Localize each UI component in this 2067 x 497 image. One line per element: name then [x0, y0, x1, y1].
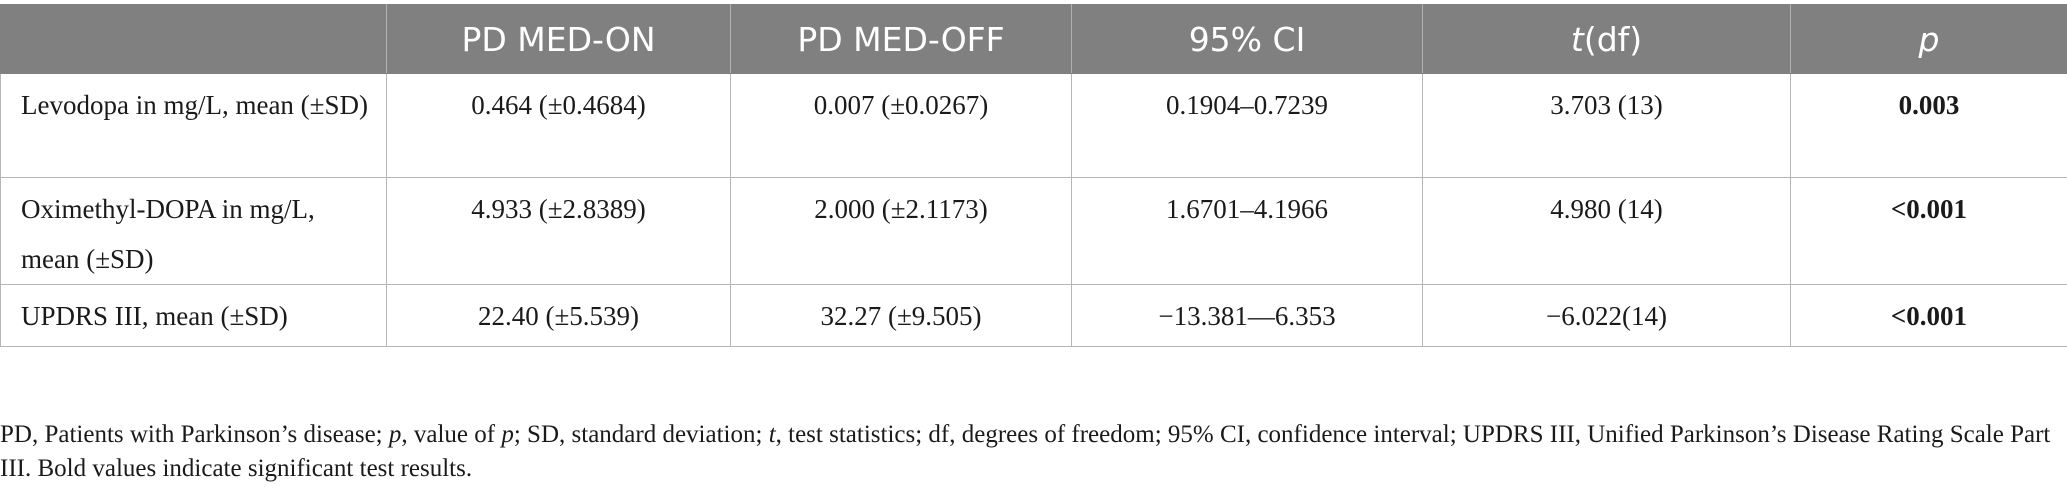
cell-med-on: 22.40 (±5.539)	[386, 284, 731, 347]
header-pd-med-off: PD MED-OFF	[730, 4, 1072, 74]
cell-ci: 0.1904–0.7239	[1071, 73, 1423, 178]
footnote-part-4: , test statistics; df, degrees of freedo…	[0, 421, 2051, 482]
table-row: UPDRS III, mean (±SD) 22.40 (±5.539) 32.…	[0, 284, 2067, 347]
cell-p-value: <0.001	[1790, 177, 2067, 285]
header-p-symbol: p	[1918, 19, 1940, 59]
header-t-df: t(df)	[1422, 4, 1791, 74]
row-label: Oximethyl-DOPA in mg/L, mean (±SD)	[0, 177, 387, 285]
cell-t-df: 3.703 (13)	[1422, 73, 1791, 178]
table-footnote: PD, Patients with Parkinson’s disease; p…	[0, 418, 2060, 486]
row-label: UPDRS III, mean (±SD)	[0, 284, 387, 347]
header-empty	[0, 4, 387, 74]
footnote-p-symbol-2: p	[501, 421, 514, 448]
header-df-open: (	[1583, 19, 1597, 59]
footnote-part-1: PD, Patients with Parkinson’s disease;	[0, 421, 389, 448]
table-row: Levodopa in mg/L, mean (±SD) 0.464 (±0.4…	[0, 73, 2067, 178]
cell-med-on: 0.464 (±0.4684)	[386, 73, 731, 178]
cell-ci: 1.6701–4.1966	[1071, 177, 1423, 285]
header-df-label: df	[1596, 19, 1630, 59]
footnote-part-3: ; SD, standard deviation;	[513, 421, 769, 448]
header-df-close: )	[1629, 19, 1643, 59]
cell-p-value: <0.001	[1790, 284, 2067, 347]
results-table: PD MED-ON PD MED-OFF 95% CI t(df) p Levo…	[0, 4, 2067, 347]
header-t-symbol: t	[1570, 19, 1584, 59]
footnote-t-symbol: t	[768, 421, 776, 448]
row-label: Levodopa in mg/L, mean (±SD)	[0, 73, 387, 178]
cell-ci: −13.381—6.353	[1071, 284, 1423, 347]
header-95-ci: 95% CI	[1071, 4, 1423, 74]
cell-med-off: 0.007 (±0.0267)	[730, 73, 1072, 178]
cell-t-df: −6.022(14)	[1422, 284, 1791, 347]
footnote-p-symbol: p	[388, 421, 402, 448]
table-row: Oximethyl-DOPA in mg/L, mean (±SD) 4.933…	[0, 177, 2067, 285]
header-p: p	[1790, 4, 2067, 74]
header-pd-med-on: PD MED-ON	[386, 4, 731, 74]
table-header-row: PD MED-ON PD MED-OFF 95% CI t(df) p	[0, 4, 2067, 74]
cell-t-df: 4.980 (14)	[1422, 177, 1791, 285]
cell-p-value: 0.003	[1790, 73, 2067, 178]
cell-med-on: 4.933 (±2.8389)	[386, 177, 731, 285]
footnote-part-2: , value of	[401, 421, 502, 448]
results-table-container: PD MED-ON PD MED-OFF 95% CI t(df) p Levo…	[0, 4, 2067, 347]
cell-med-off: 32.27 (±9.505)	[730, 284, 1072, 347]
cell-med-off: 2.000 (±2.1173)	[730, 177, 1072, 285]
